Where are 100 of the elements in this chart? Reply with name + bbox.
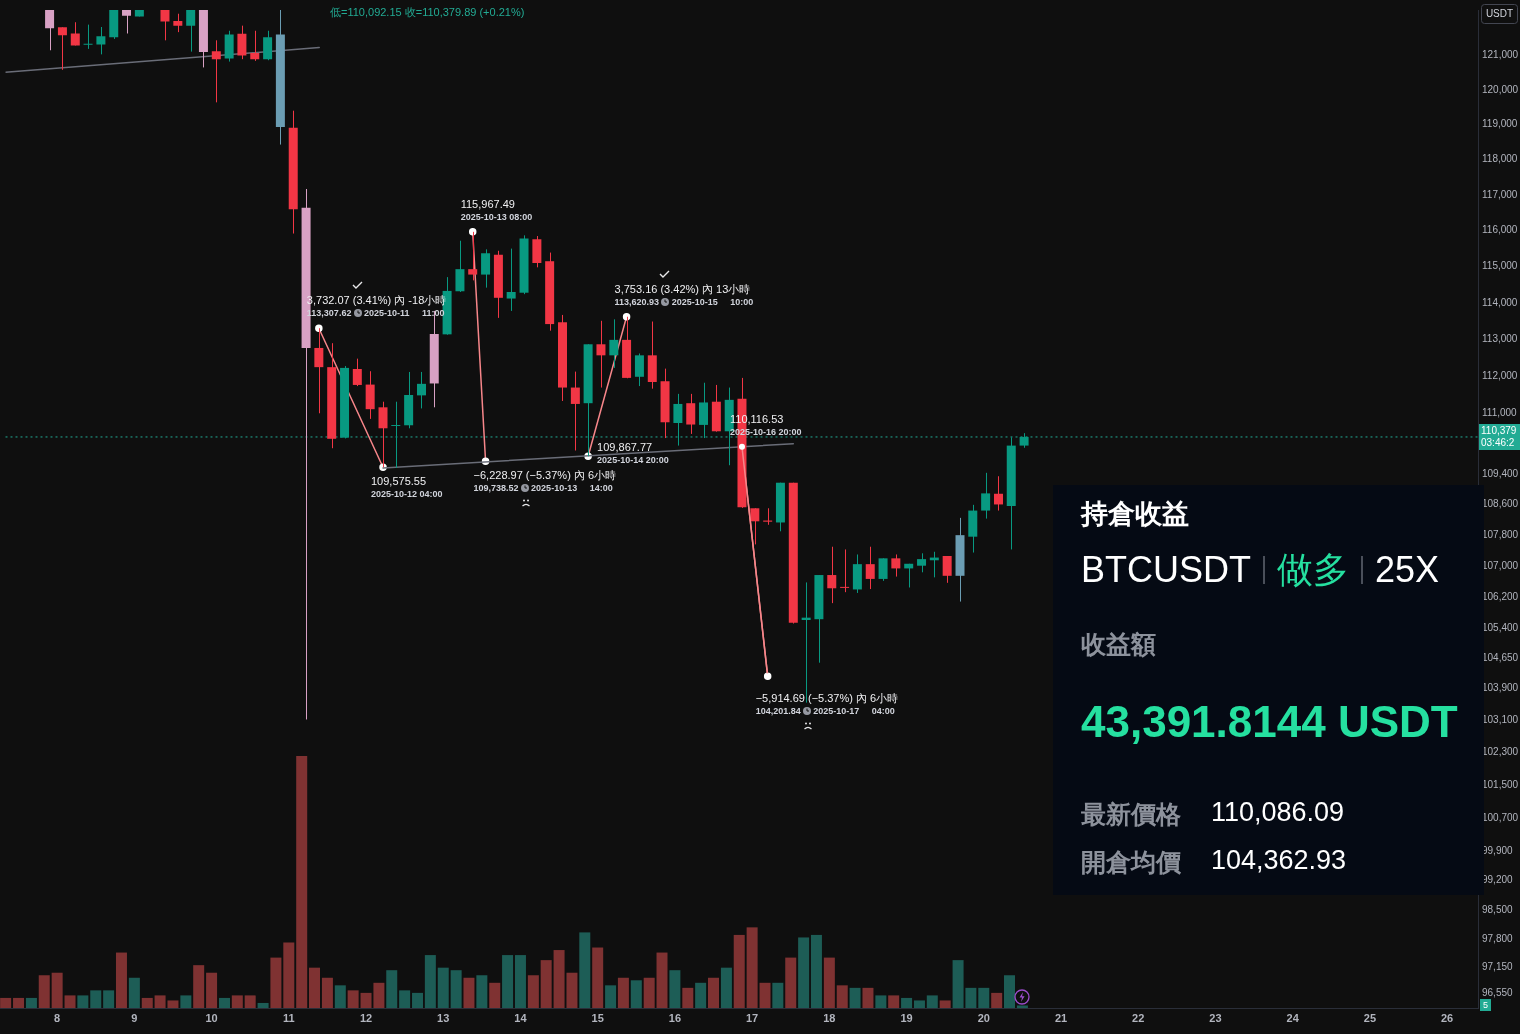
y-tick-label: 105,400 [1482, 622, 1519, 634]
bar [399, 990, 411, 1008]
y-tick-label: 107,000 [1482, 559, 1519, 571]
bar [244, 995, 256, 1008]
x-tick-label: 11 [282, 1011, 295, 1024]
bar [218, 997, 230, 1008]
candlestick [532, 235, 542, 268]
candlestick [942, 555, 952, 584]
bar [270, 957, 282, 1008]
bar [206, 972, 218, 1008]
candlestick [917, 552, 927, 573]
bar [386, 970, 398, 1008]
y-tick-label: 108,600 [1482, 498, 1519, 510]
candlestick [840, 548, 850, 593]
annotation: 115,967.49 2025-10-13 08:00 [460, 197, 533, 224]
bar [90, 990, 102, 1008]
annotation: −6,228.97 (−5.37%) 內 6小時 109,738.52 2025-10-13 14:00 [473, 469, 617, 496]
annotation: 109,575.55 2025-10-12 04:00 [371, 475, 443, 502]
bar [257, 1002, 269, 1008]
bar [0, 997, 12, 1008]
candlestick [609, 318, 619, 369]
x-tick-label: 21 [1054, 1011, 1068, 1024]
y-tick-label: 97,150 [1482, 960, 1514, 972]
candlestick [186, 10, 196, 53]
bar [939, 1000, 951, 1008]
y-tick-label: 116,000 [1482, 224, 1518, 236]
x-tick-label: 9 [131, 1011, 138, 1024]
annotation: 25X [1375, 549, 1440, 591]
bar [682, 987, 694, 1008]
candlestick [224, 30, 234, 63]
bar [836, 985, 848, 1008]
candlestick [891, 553, 901, 578]
bar [849, 987, 861, 1008]
bar [128, 977, 140, 1008]
candlestick [122, 10, 132, 34]
bar [991, 992, 1003, 1008]
x-tick-label: 12 [359, 1011, 373, 1024]
bar [605, 985, 617, 1008]
candlestick [416, 371, 426, 409]
bar [630, 980, 642, 1008]
x-tick-label: 15 [591, 1011, 604, 1024]
bar [489, 982, 501, 1008]
y-tick-label: 111,000 [1482, 407, 1518, 419]
candlestick [173, 13, 183, 33]
bar [231, 995, 243, 1008]
annotation: −5,914.69 (−5.37%) 內 6小時 104,201.84 2025-10-17 04:00 [755, 692, 899, 719]
bar [437, 967, 449, 1008]
candlestick [878, 557, 888, 582]
y-tick-label: 102,300 [1482, 746, 1519, 758]
x-tick-label: 19 [900, 1011, 913, 1024]
annotation: 做多 [1277, 547, 1349, 592]
bar [592, 947, 604, 1008]
bar [810, 934, 822, 1008]
x-tick-label: 25 [1363, 1011, 1377, 1024]
candlestick [673, 393, 683, 447]
bar [708, 977, 720, 1008]
bar [334, 985, 346, 1008]
candlestick [481, 248, 491, 289]
y-tick-label: 119,000 [1482, 118, 1518, 130]
x-tick-label: 16 [668, 1011, 682, 1024]
annotation: 43,391.8144 USDT [1081, 697, 1458, 747]
annotation: 低=110,092.15 收=110,379.89 (+0.21%) [330, 5, 525, 20]
bar [77, 995, 89, 1008]
x-tick-label: 14 [514, 1011, 528, 1024]
candlestick [699, 382, 709, 439]
bar [643, 977, 655, 1008]
text: 持倉收益 [1081, 498, 1189, 531]
y-tick-label: 118,000 [1482, 153, 1518, 165]
candlestick [686, 393, 696, 435]
annotation: 收益額 [1081, 629, 1156, 660]
y-tick-label: 97,800 [1482, 933, 1514, 945]
bar [720, 967, 732, 1008]
bar [695, 982, 707, 1008]
y-tick-label: 96,550 [1482, 986, 1514, 998]
bar [463, 977, 475, 1008]
bar [141, 997, 153, 1008]
candlestick [981, 472, 991, 520]
bar [1004, 975, 1015, 1008]
bar [296, 756, 308, 1008]
bar [309, 967, 321, 1008]
y-tick-label: 104,650 [1482, 652, 1519, 664]
annotation: 104,362.93 [1211, 845, 1347, 876]
candlestick [865, 546, 875, 590]
bar [785, 957, 797, 1008]
bar [38, 975, 50, 1008]
bar [772, 982, 784, 1008]
annotation: BTCUSDT [1081, 549, 1251, 591]
candlestick [750, 507, 760, 545]
candlestick [993, 475, 1003, 512]
bar [527, 975, 539, 1008]
bar [424, 955, 436, 1008]
x-tick-label: 8 [54, 1011, 61, 1024]
annotation: 110,086.09 [1211, 797, 1345, 828]
bar [759, 982, 771, 1008]
annotation: 最新價格 [1081, 799, 1181, 830]
bar [115, 952, 127, 1008]
x-tick-label: 17 [746, 1011, 759, 1024]
x-tick-label: 23 [1209, 1011, 1222, 1024]
bar [888, 995, 900, 1008]
bar [656, 952, 668, 1008]
